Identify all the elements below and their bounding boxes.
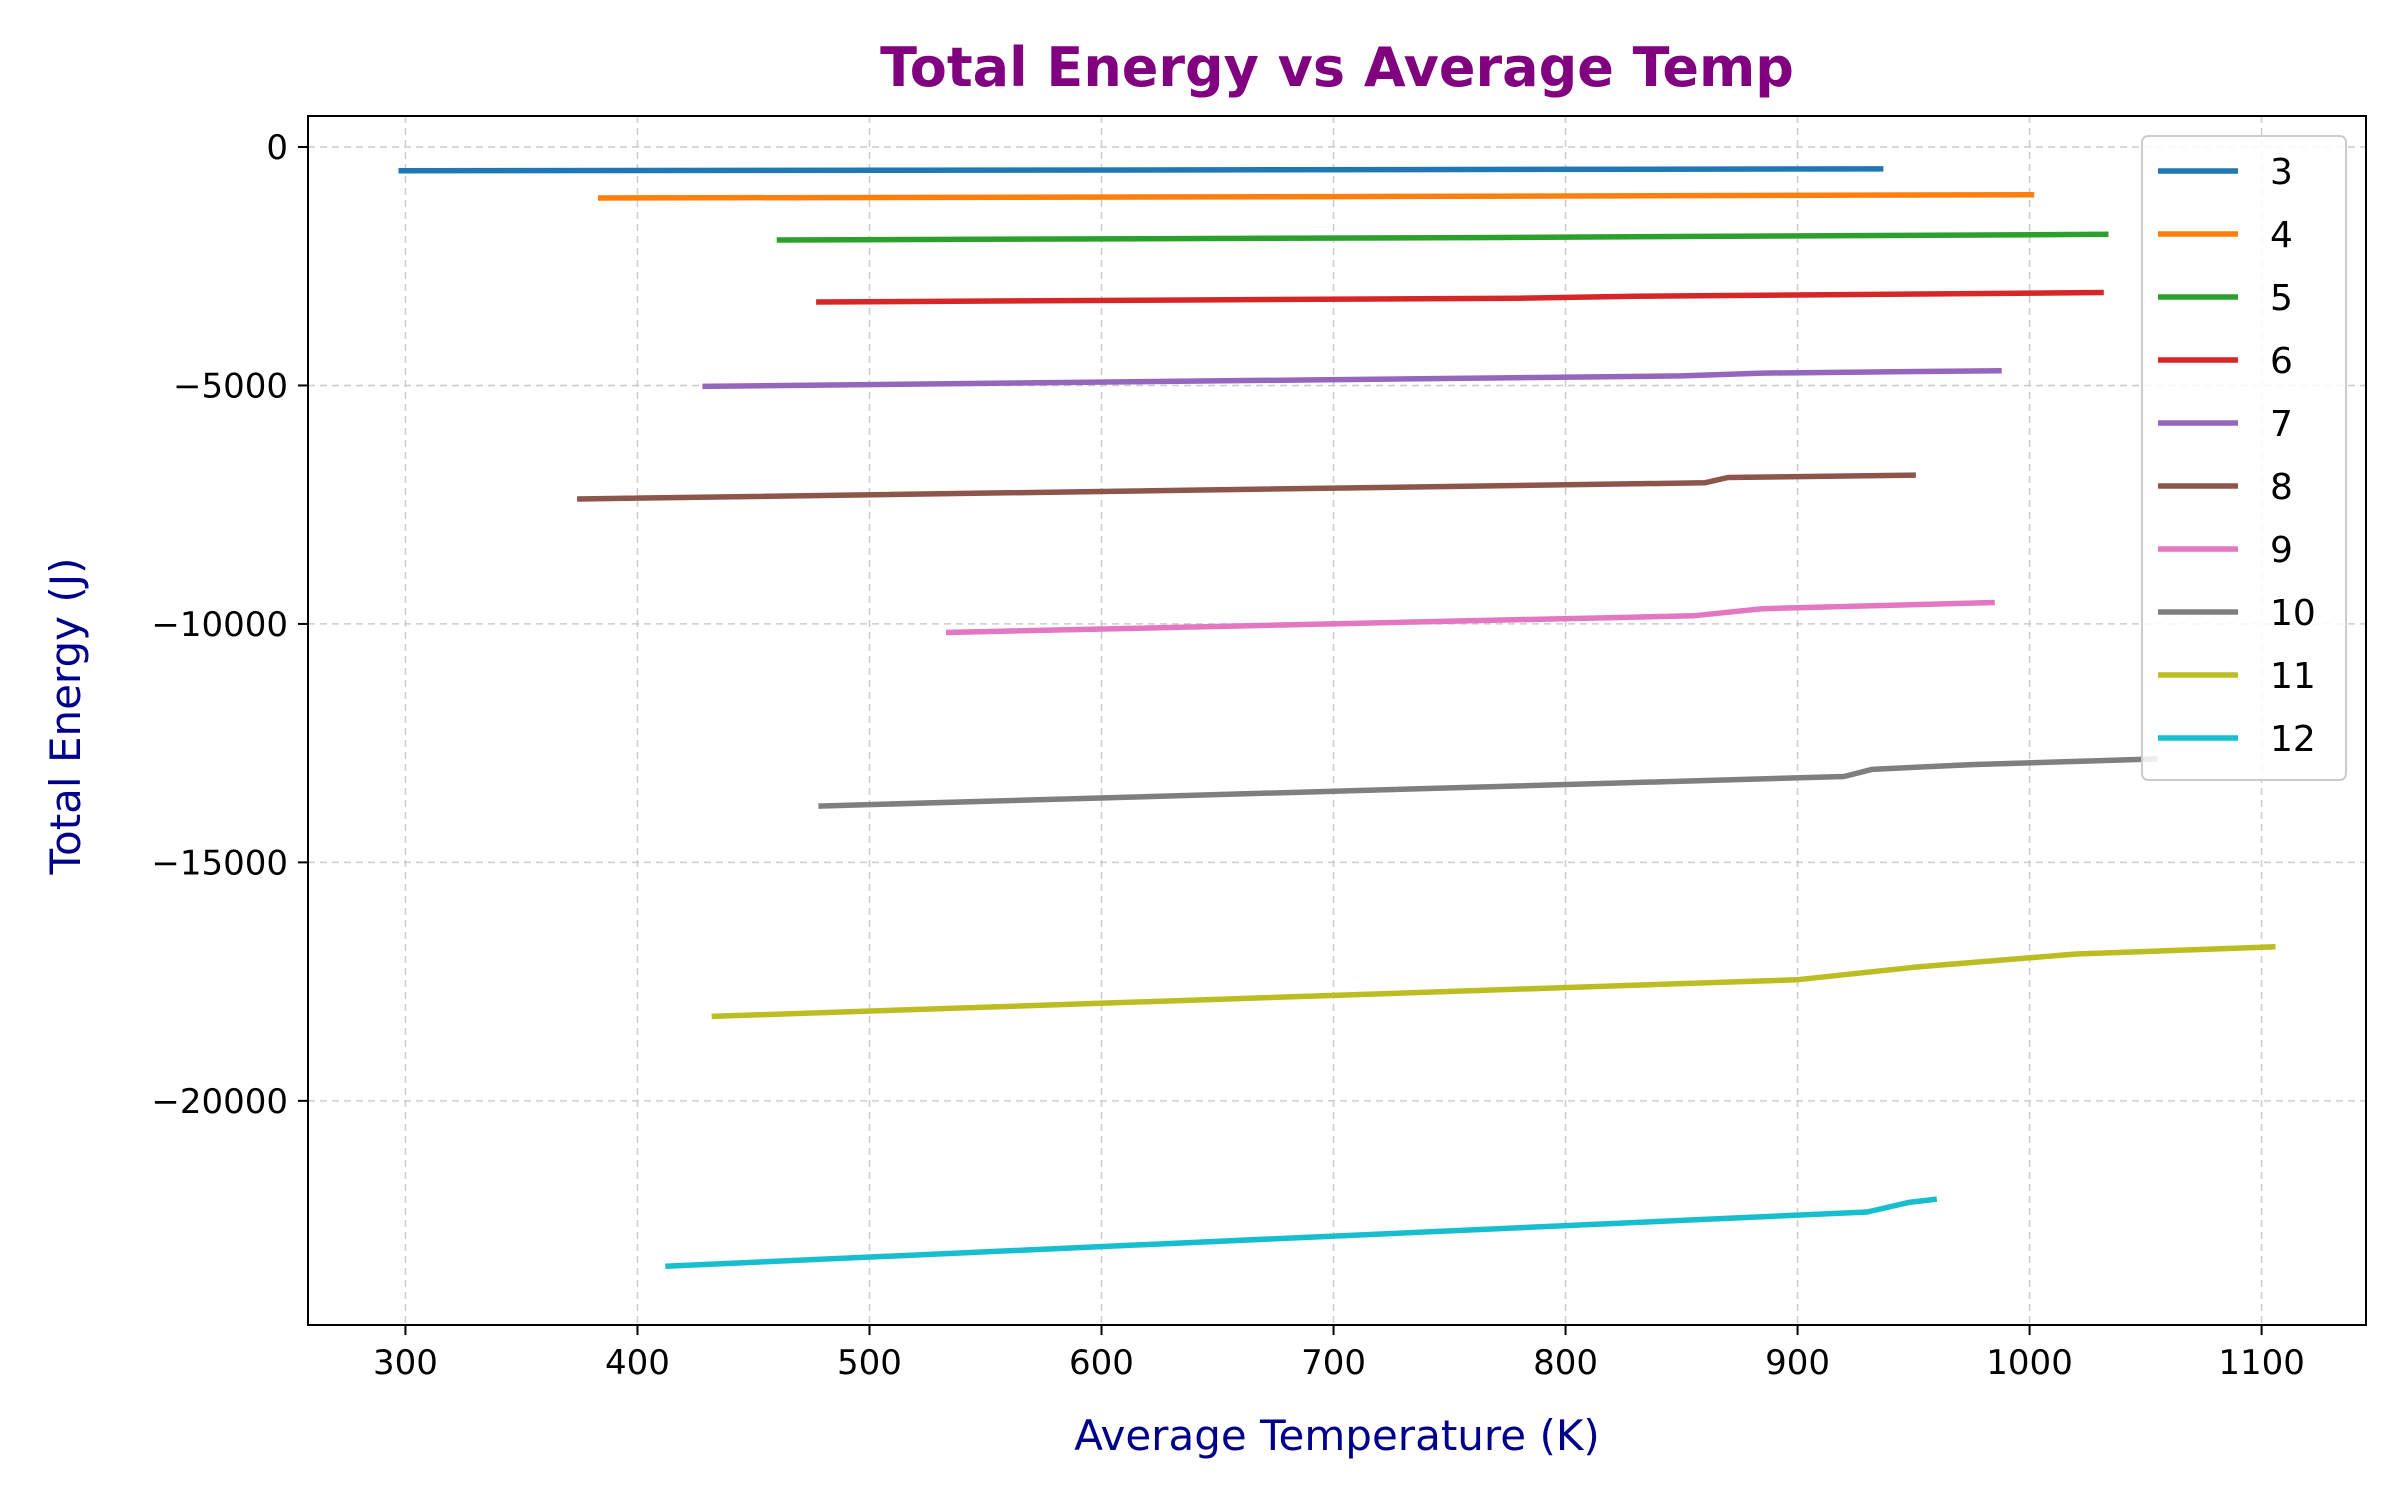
legend-label-6: 6 xyxy=(2270,341,2293,382)
x-tick-label: 1100 xyxy=(2218,1343,2305,1383)
x-tick-label: 300 xyxy=(373,1343,438,1383)
legend-label-12: 12 xyxy=(2270,719,2316,760)
series-line-5 xyxy=(776,231,2109,243)
y-axis: 0 −5000 −10000 −15000 −20000 xyxy=(151,128,308,1122)
legend-label-9: 9 xyxy=(2270,530,2293,571)
series-line-6 xyxy=(816,289,2104,305)
series-line-11 xyxy=(711,944,2276,1020)
x-tick-label: 500 xyxy=(837,1343,902,1383)
grid xyxy=(308,116,2366,1325)
x-tick-label: 600 xyxy=(1069,1343,1134,1383)
x-axis: 300 400 500 600 700 800 900 1000 1100 xyxy=(373,1325,2305,1383)
legend-label-4: 4 xyxy=(2270,215,2293,256)
series-line-10 xyxy=(818,756,2158,809)
series-line-9 xyxy=(945,599,1995,636)
series-lines xyxy=(398,166,2276,1270)
legend-label-3: 3 xyxy=(2270,152,2293,193)
legend-label-5: 5 xyxy=(2270,278,2293,319)
y-tick-label: −20000 xyxy=(151,1082,288,1122)
legend-label-7: 7 xyxy=(2270,404,2293,445)
series-line-7 xyxy=(702,367,2002,390)
x-tick-label: 800 xyxy=(1533,1343,1598,1383)
x-axis-label: Average Temperature (K) xyxy=(1074,1411,1600,1460)
x-tick-label: 900 xyxy=(1765,1343,1830,1383)
y-axis-label: Total Energy (J) xyxy=(41,558,90,876)
x-tick-label: 700 xyxy=(1301,1343,1366,1383)
chart-title: Total Energy vs Average Temp xyxy=(880,36,1794,99)
y-tick-label: −10000 xyxy=(151,605,288,645)
series-line-8 xyxy=(577,472,1916,502)
legend-label-10: 10 xyxy=(2270,593,2316,634)
legend: 3 4 5 6 7 8 9 10 11 12 xyxy=(2141,135,2347,781)
y-tick-label: −5000 xyxy=(173,366,288,406)
y-tick-label: 0 xyxy=(266,128,288,168)
series-line-12 xyxy=(665,1196,1938,1270)
legend-label-11: 11 xyxy=(2270,656,2316,697)
plot-frame xyxy=(307,115,2367,1326)
x-tick-label: 400 xyxy=(605,1343,670,1383)
legend-label-8: 8 xyxy=(2270,467,2293,508)
series-line-4 xyxy=(597,191,2035,201)
x-tick-label: 1000 xyxy=(1986,1343,2073,1383)
y-tick-label: −15000 xyxy=(151,843,288,883)
series-line-3 xyxy=(398,166,1884,174)
